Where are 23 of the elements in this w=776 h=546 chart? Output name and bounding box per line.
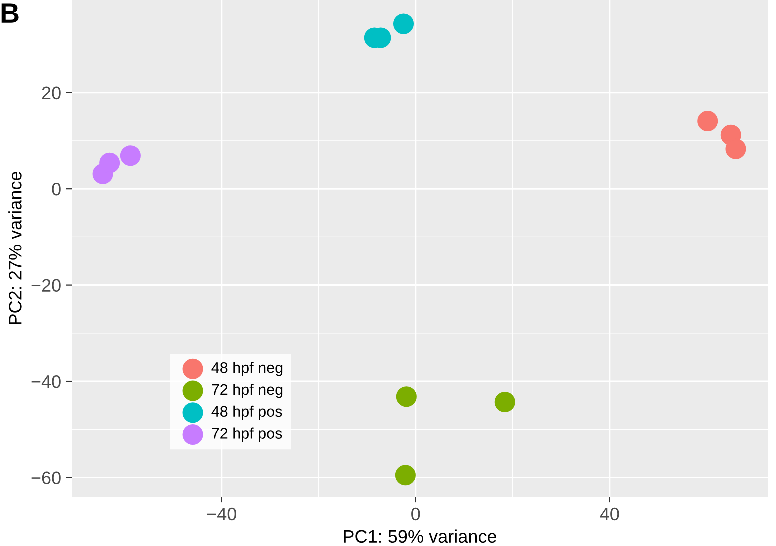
x-tick-label: −40 bbox=[207, 508, 236, 521]
y-tick-label: −60 bbox=[32, 472, 61, 484]
legend-label: 48 hpf pos bbox=[212, 406, 282, 420]
x-axis-title: PC1: 59% variance bbox=[344, 530, 496, 544]
y-axis-title: PC2: 27% variance bbox=[8, 172, 22, 324]
y-tick-label: 20 bbox=[42, 86, 61, 100]
point bbox=[393, 14, 414, 34]
legend-label: 48 hpf neg bbox=[212, 362, 283, 376]
point bbox=[120, 146, 141, 166]
x-tick-label: 40 bbox=[600, 508, 620, 521]
legend-label: 72 hpf neg bbox=[212, 384, 283, 398]
point bbox=[726, 138, 746, 160]
point bbox=[396, 386, 417, 408]
y-tick-label: −20 bbox=[32, 279, 61, 292]
y-tick-label: 0 bbox=[52, 183, 61, 196]
y-tick-label: −40 bbox=[32, 375, 61, 388]
legend-label: 72 hpf pos bbox=[212, 428, 282, 442]
point bbox=[698, 110, 718, 132]
text: B bbox=[2, 4, 19, 23]
x-tick-label: 0 bbox=[412, 508, 420, 521]
point bbox=[395, 465, 416, 486]
point bbox=[494, 392, 516, 412]
point bbox=[100, 152, 120, 174]
